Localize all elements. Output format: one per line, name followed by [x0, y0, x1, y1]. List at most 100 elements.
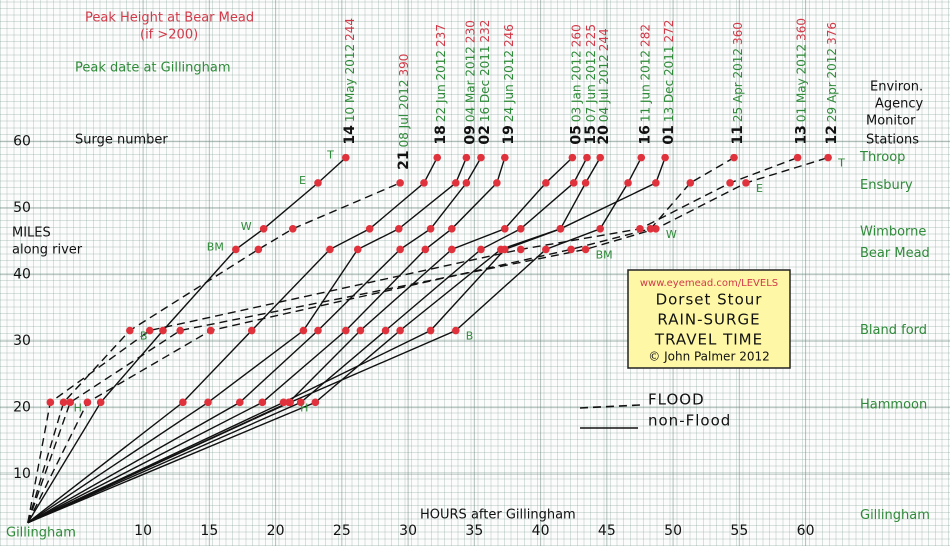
- surge-label-date: 24 Jun 2012: [501, 50, 515, 122]
- point-label: H: [74, 401, 82, 414]
- x-tick-label: 60: [797, 523, 815, 539]
- surge-point: [279, 398, 288, 407]
- x-tick-label: 50: [664, 523, 682, 539]
- surge-point: [396, 326, 404, 335]
- title-line: Peak Height at Bear Mead: [85, 11, 254, 26]
- point-label: BM: [596, 248, 613, 261]
- surge-point: [726, 179, 734, 187]
- surge-label-name: 16: [637, 125, 653, 144]
- surge-label-peak: 272: [662, 20, 676, 43]
- surge-label: 20 04 Jul 2012 244: [596, 28, 612, 144]
- surge-heading: Surge number: [75, 133, 168, 148]
- stations-heading: Monitor: [866, 114, 916, 129]
- title-line: (if >200): [140, 28, 198, 43]
- stations-heading: Environ.: [870, 80, 923, 95]
- surge-point: [365, 224, 374, 233]
- surge-point: [686, 179, 695, 187]
- point-label: W: [241, 220, 252, 233]
- point-label: H: [300, 401, 308, 414]
- surge-label: 15 07 Jun 2012 225: [583, 24, 599, 145]
- surge-point: [159, 326, 167, 335]
- surge-label-peak: 260: [569, 24, 583, 47]
- surge-point: [83, 398, 92, 407]
- surge-point: [462, 179, 471, 187]
- point-label: T: [326, 149, 334, 162]
- y-axis-label: MILES: [12, 226, 51, 241]
- surge-point: [556, 224, 565, 233]
- x-tick-label: 15: [200, 523, 218, 539]
- info-credit: © John Palmer 2012: [648, 350, 769, 364]
- subtitle: Peak date at Gillingham: [75, 61, 231, 76]
- surge-label-peak: 237: [434, 24, 448, 47]
- surge-label: 18 22 Jun 2012 237: [433, 24, 449, 145]
- surge-line: [27, 157, 482, 524]
- station-label: Bear Mead: [860, 246, 930, 261]
- x-tick-label: 20: [267, 523, 285, 539]
- surge-point: [420, 179, 428, 187]
- surge-label-date: 10 May 2012: [342, 44, 356, 122]
- origin-label: Gillingham: [6, 526, 76, 541]
- surge-point: [448, 224, 456, 233]
- surge-point: [46, 398, 55, 407]
- surge-point: [596, 224, 605, 233]
- x-tick-label: 30: [399, 523, 417, 539]
- surge-point: [516, 224, 525, 233]
- point-label: BM: [207, 240, 224, 253]
- surge-label-peak: 360: [731, 22, 745, 45]
- x-tick-label: 35: [465, 523, 483, 539]
- surge-label: 01 13 Dec 2011 272: [661, 20, 677, 145]
- surge-point: [501, 224, 509, 233]
- surge-point: [581, 179, 590, 187]
- surge-point: [381, 326, 390, 335]
- surge-point: [314, 326, 322, 335]
- surge-point: [730, 153, 738, 162]
- surge-point: [624, 179, 632, 187]
- surge-point: [652, 224, 660, 233]
- legend: FLOOD non-Flood: [579, 391, 730, 430]
- surge-point: [311, 398, 320, 407]
- station-label: Gillingham: [860, 508, 930, 523]
- surge-point: [289, 224, 297, 233]
- surge-point: [258, 398, 267, 407]
- surge-label-peak: 244: [342, 18, 356, 41]
- info-title: TRAVEL TIME: [654, 331, 763, 349]
- surge-point: [793, 153, 802, 162]
- station-label: Bland ford: [860, 323, 927, 338]
- surge-point: [299, 326, 308, 335]
- surge-label-peak: 225: [583, 24, 597, 47]
- surge-point: [568, 153, 577, 162]
- point-label: E: [299, 174, 306, 187]
- surge-point: [206, 326, 215, 335]
- surge-point: [516, 245, 525, 254]
- surge-line: [27, 157, 601, 524]
- surge-point: [179, 398, 187, 407]
- surge-point: [254, 245, 263, 254]
- surge-point: [426, 326, 435, 335]
- surge-label-date: 22 Jun 2012: [434, 50, 448, 122]
- point-label: B: [466, 330, 474, 343]
- surge-point: [66, 398, 75, 407]
- surge-point: [421, 245, 430, 254]
- station-label: Hammoon: [860, 398, 927, 413]
- surge-line: [27, 157, 438, 524]
- surge-point: [636, 224, 644, 233]
- surge-label-name: 01: [661, 125, 677, 144]
- surge-point: [176, 326, 184, 335]
- surge-point: [296, 398, 305, 407]
- surge-point: [646, 224, 655, 233]
- surge-point: [395, 224, 403, 233]
- surge-label-date: 04 Jul 2012: [597, 54, 611, 122]
- surge-point: [204, 398, 212, 407]
- surge-point: [583, 153, 591, 162]
- surge-label: 14 10 May 2012 244: [342, 18, 358, 145]
- surge-label-name: 14: [342, 125, 358, 145]
- legend-flood: FLOOD: [648, 391, 705, 409]
- surge-label: 02 16 Dec 2011 232: [477, 20, 493, 145]
- station-label: Ensbury: [860, 178, 913, 193]
- surge-label-name: 18: [433, 125, 449, 144]
- surge-point: [652, 179, 660, 187]
- stations-heading: Agency: [875, 97, 924, 112]
- x-tick-label: 25: [333, 523, 351, 539]
